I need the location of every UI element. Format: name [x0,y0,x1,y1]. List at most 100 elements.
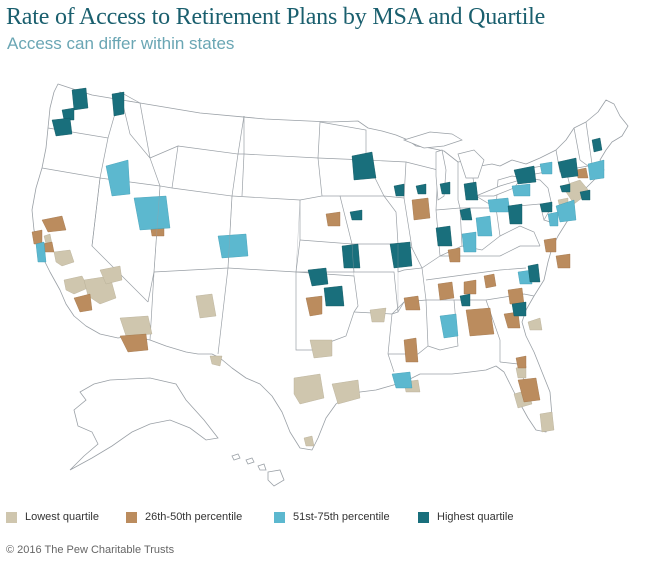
msa-q4-okc [323,285,345,307]
msa-q4-albany [591,137,603,153]
msa-q4-omaha [349,209,363,221]
msa-q1-miami [539,411,555,433]
legend-swatch-q1 [6,511,17,523]
msa-q1-phoenix [119,315,153,337]
msa-q3-harrisburg [547,211,559,227]
msa-q2-sioux-city [325,211,341,227]
msa-q2-sacramento [41,215,67,233]
legend-label-q3: 51st-75th percentile [293,511,390,523]
msa-q4-portland [51,117,73,137]
legend-label-q4: Highest quartile [437,511,514,523]
msa-q1-bakersfield [63,275,89,295]
msa-q3-boston [587,159,605,181]
msa-q4-jersey [579,189,591,201]
msa-q3-san-jose [35,241,47,263]
msa-q3-salt-lake [133,195,171,231]
msa-q4-rochester-mn [393,183,405,197]
msa-q3-baton-rouge [391,371,413,389]
msa-q4-greensboro [511,301,527,317]
msa-q1-houston [331,379,361,405]
msa-q4-seattle [71,87,89,111]
legend-swatch-q2 [126,511,137,523]
msa-q1-charleston [527,317,543,331]
copyright-text: © 2016 The Pew Charitable Trusts [6,544,175,556]
msa-q2-sf [31,229,43,245]
msa-q1-tyler [369,307,387,323]
msa-q3-charlotte [517,269,533,285]
msa-q4-rochester-ny [557,157,579,179]
msa-q1-las-vegas [99,265,123,285]
msa-q1-lubbock [309,339,333,359]
msa-q2-savannah [515,355,527,369]
chart-subtitle: Access can differ within states [7,34,235,53]
msa-q4-dayton [507,203,523,225]
msa-q2-indianapolis [447,247,461,263]
msa-q2-chattanooga [463,279,477,295]
legend-item-q2: 26th-50th percentile [126,509,242,525]
us-map [0,66,650,506]
msa-highest-quartile [51,87,603,317]
legend-item-q4: Highest quartile [418,509,513,525]
msa-q4-fort-wayne [459,207,473,221]
msa-q1-el-paso [209,355,223,367]
legend-label-q1: Lowest quartile [25,511,99,523]
msa-q4-dc [559,183,571,193]
msa-q4-olympia [61,107,75,121]
msa-q4-madison [415,183,427,195]
msa-q1-brownsville [303,435,315,447]
msa-q4-kansas-city [341,243,361,269]
legend: Lowest quartile 26th-50th percentile 51s… [6,509,646,525]
msa-q3-cleveland [487,197,511,213]
msa-q2-greenville [507,287,525,305]
msa-q4-minneapolis [351,151,377,181]
msa-26th-50th [31,167,589,403]
msa-q3-birmingham [439,313,459,339]
msa-q4-peoria [435,225,453,247]
msa-q4-st-louis [389,241,413,269]
msa-q2-jackson [403,337,419,363]
msa-q3-pittsburgh [511,183,531,197]
legend-item-q3: 51st-75th percentile [274,509,390,525]
msa-q1-san-antonio [293,373,325,405]
msa-q2-huntsville [437,281,455,301]
msa-q4-buffalo [513,165,537,185]
msa-q2-la [73,293,93,313]
legend-swatch-q3 [274,511,285,523]
msa-q2-norfolk [555,253,571,269]
msa-q4-wichita [307,267,329,287]
msa-q2-tucson [119,333,149,353]
msa-q3-boise [105,159,131,197]
msa-q3-denver [217,233,249,259]
msa-q3-nyc [555,199,577,223]
lake-huron [457,149,485,179]
msa-q4-lexington [459,293,471,307]
msa-q2-iowa-city [411,197,431,221]
msa-q3-syracuse [539,161,553,175]
msa-q3-louisville [461,231,477,253]
us-map-svg [31,83,629,487]
msa-q1-flagstaff [195,293,217,319]
msa-q4-green-bay [439,181,451,195]
msa-q2-roanoke [543,237,557,253]
lake-erie [475,179,521,197]
legend-label-q2: 26th-50th percentile [145,511,243,523]
msa-q4-spokane [111,91,125,117]
msa-q4-philly [539,201,553,213]
msa-q4-appleton [463,181,479,201]
lake-superior [402,131,463,149]
legend-item-q1: Lowest quartile [6,509,99,525]
chart-title: Rate of Access to Retirement Plans by MS… [6,4,546,30]
alaska-outline [69,377,219,471]
msa-q2-atlanta [465,307,495,337]
msa-q1-central-valley [53,249,75,267]
msa-51st-75th [35,159,605,389]
hawaii-islands [231,453,285,487]
legend-swatch-q4 [418,511,429,523]
msa-q2-knoxville [483,273,497,289]
msa-q4-raleigh [527,263,541,283]
msa-q2-tulsa [305,295,323,317]
msa-lowest-quartile [43,179,591,447]
state-borders-overlay [153,185,399,312]
msa-q3-columbus [475,215,493,237]
msa-q2-orlando [517,377,541,403]
